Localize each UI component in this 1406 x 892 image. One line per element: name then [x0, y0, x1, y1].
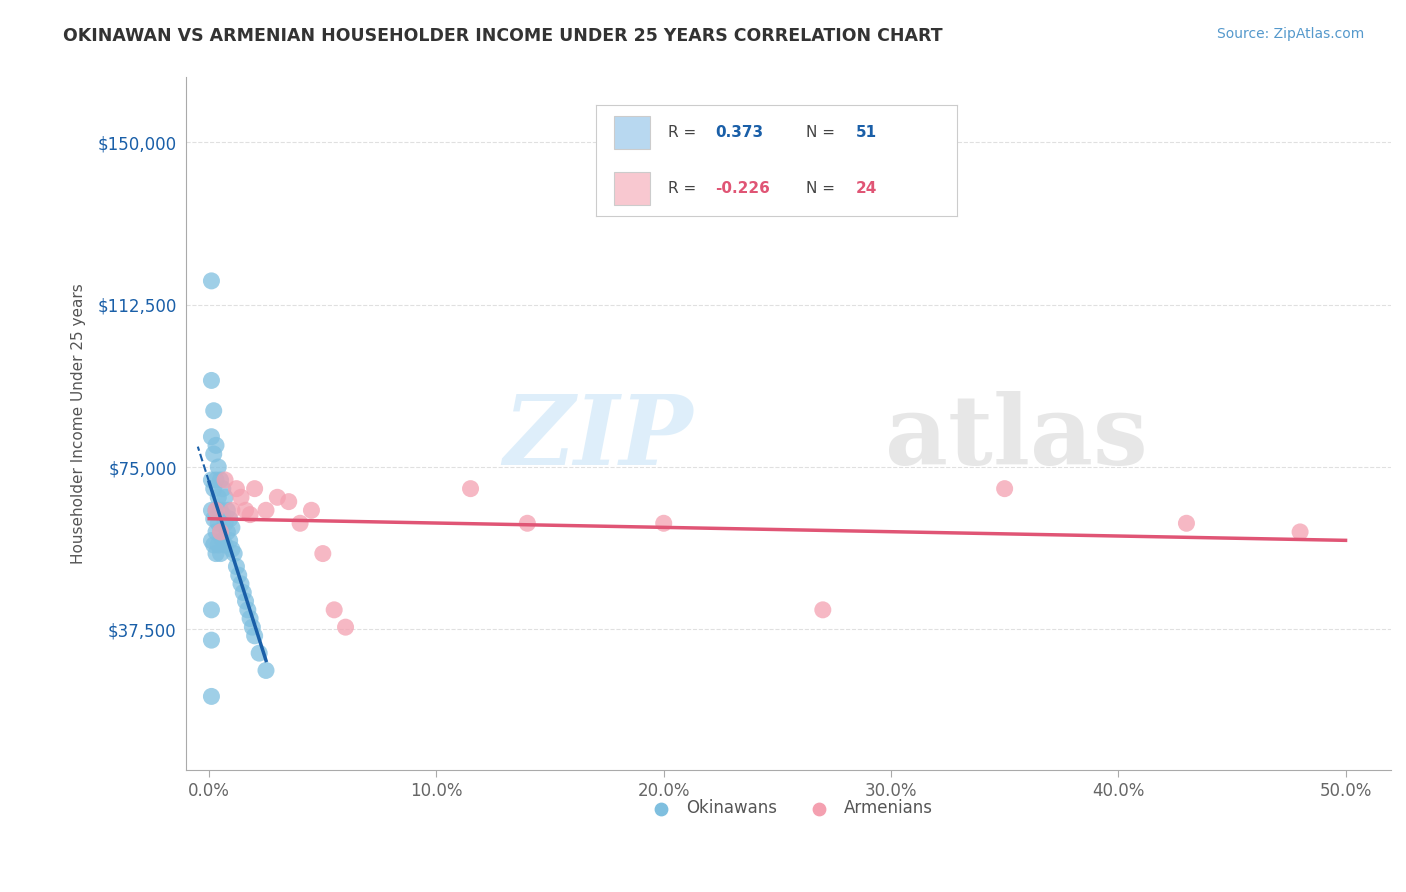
Point [207, 516, 229, 531]
Point [254, 503, 277, 517]
Point [243, 482, 266, 496]
Point [652, 516, 675, 531]
Point [209, 473, 232, 487]
Point [205, 503, 228, 517]
Point [214, 516, 236, 531]
Point [994, 482, 1017, 496]
Point [205, 547, 228, 561]
Point [202, 447, 225, 461]
Point [209, 547, 232, 561]
Point [217, 503, 239, 517]
Point [221, 503, 243, 517]
Point [211, 533, 233, 548]
Point [811, 603, 834, 617]
Point [200, 473, 222, 487]
Point [266, 491, 288, 505]
Point [214, 473, 236, 487]
Text: ZIP: ZIP [503, 391, 692, 484]
Point [240, 620, 263, 634]
Point [323, 603, 346, 617]
Point [243, 629, 266, 643]
Point [254, 664, 277, 678]
Point [460, 482, 482, 496]
Point [205, 503, 228, 517]
Point [235, 594, 257, 608]
Point [217, 524, 239, 539]
Point [277, 494, 299, 508]
Text: Source: ZipAtlas.com: Source: ZipAtlas.com [1216, 27, 1364, 41]
Point [200, 603, 222, 617]
Point [209, 524, 232, 539]
Point [312, 547, 335, 561]
Point [207, 460, 229, 475]
Point [221, 520, 243, 534]
Point [239, 611, 262, 625]
Text: OKINAWAN VS ARMENIAN HOUSEHOLDER INCOME UNDER 25 YEARS CORRELATION CHART: OKINAWAN VS ARMENIAN HOUSEHOLDER INCOME … [63, 27, 943, 45]
Point [202, 482, 225, 496]
Point [229, 577, 252, 591]
Point [207, 491, 229, 505]
Point [202, 403, 225, 417]
Point [335, 620, 357, 634]
Point [200, 274, 222, 288]
Point [224, 547, 246, 561]
Point [236, 603, 259, 617]
Legend: Okinawans, Armenians: Okinawans, Armenians [638, 793, 939, 824]
Point [221, 542, 243, 557]
Point [200, 430, 222, 444]
Point [211, 482, 233, 496]
Point [232, 585, 254, 599]
Point [225, 559, 247, 574]
Point [200, 690, 222, 704]
Y-axis label: Householder Income Under 25 years: Householder Income Under 25 years [72, 284, 86, 564]
Point [218, 512, 240, 526]
Point [200, 533, 222, 548]
Point [1175, 516, 1198, 531]
Point [205, 524, 228, 539]
Text: atlas: atlas [886, 391, 1147, 484]
Point [200, 633, 222, 648]
Point [202, 538, 225, 552]
Point [211, 508, 233, 522]
Point [239, 508, 262, 522]
Point [200, 503, 222, 517]
Point [301, 503, 323, 517]
Point [214, 491, 236, 505]
Point [209, 503, 232, 517]
Point [200, 373, 222, 387]
Point [202, 512, 225, 526]
Point [225, 482, 247, 496]
Point [1289, 524, 1312, 539]
Point [214, 538, 236, 552]
Point [516, 516, 538, 531]
Point [207, 538, 229, 552]
Point [235, 503, 257, 517]
Point [228, 568, 250, 582]
Point [288, 516, 311, 531]
Point [205, 473, 228, 487]
Point [229, 491, 252, 505]
Point [247, 646, 270, 660]
Point [218, 533, 240, 548]
Point [209, 524, 232, 539]
Point [205, 438, 228, 452]
